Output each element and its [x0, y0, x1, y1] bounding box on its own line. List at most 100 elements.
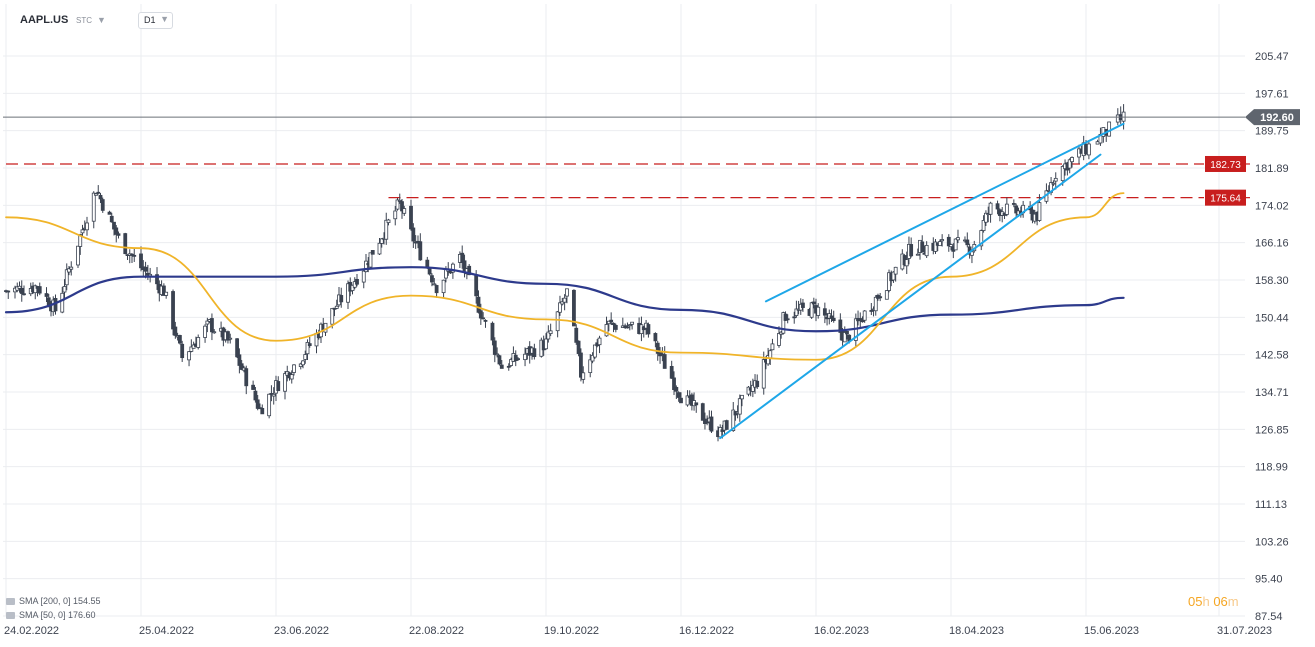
price-candles	[4, 104, 1126, 442]
candle-body	[720, 429, 725, 432]
candle-body	[292, 364, 296, 373]
candle-body	[384, 219, 389, 240]
candle-body	[560, 301, 565, 305]
candle	[685, 390, 690, 407]
candle-body	[228, 337, 233, 340]
candle	[251, 380, 256, 390]
candle	[368, 252, 373, 269]
candle-body	[869, 310, 874, 312]
candle-body	[330, 307, 335, 325]
candle	[139, 246, 143, 272]
candle-body	[792, 316, 797, 319]
candle	[822, 302, 827, 324]
candle-body	[592, 344, 597, 358]
candle	[609, 312, 614, 325]
candle	[177, 334, 182, 345]
candle	[350, 284, 355, 295]
candle	[949, 243, 953, 251]
y-tick-label: 142.58	[1255, 350, 1289, 362]
candle	[674, 385, 679, 400]
candle-body	[307, 343, 312, 346]
candle-body	[544, 338, 548, 350]
candle	[1107, 121, 1112, 137]
candle	[171, 289, 175, 336]
candle	[130, 253, 134, 264]
candle-body	[604, 324, 609, 337]
candle	[965, 232, 970, 248]
timeframe-select[interactable]: D1 ▼	[138, 12, 173, 29]
candle	[384, 212, 389, 245]
candle-body	[474, 275, 479, 297]
candle	[560, 297, 565, 306]
candle-body	[467, 265, 472, 276]
candle-body	[630, 321, 635, 325]
sma50-line	[5, 192, 1125, 361]
candle	[430, 273, 434, 287]
x-tick-label: 18.04.2023	[949, 625, 1004, 637]
candle	[676, 391, 681, 402]
candle-body	[887, 272, 891, 291]
y-axis: 205.47 197.61 189.75 181.89 174.02 166.16 158.…	[1255, 51, 1289, 623]
candle-body	[777, 333, 781, 346]
candle	[984, 210, 988, 226]
market-dropdown-icon[interactable]: ▼	[97, 15, 106, 25]
candle	[845, 330, 849, 340]
candle-body	[781, 312, 786, 334]
candle	[946, 234, 951, 252]
candle	[924, 241, 929, 259]
candle	[78, 233, 83, 255]
candle	[205, 317, 210, 333]
candle	[572, 289, 576, 327]
candle-body	[346, 283, 350, 303]
candle-body	[705, 421, 710, 424]
candle	[627, 324, 632, 331]
candle-body	[709, 416, 714, 432]
candle	[80, 224, 85, 237]
current-price-label: 192.60	[1260, 112, 1294, 124]
market-label[interactable]: STC	[76, 16, 92, 25]
candle-body	[37, 286, 42, 294]
candle	[298, 362, 303, 370]
candle-body	[339, 295, 344, 303]
candle	[339, 287, 344, 308]
candle	[91, 191, 96, 229]
candle	[370, 250, 375, 255]
candle	[509, 357, 513, 367]
candle	[276, 376, 281, 392]
candle-body	[460, 252, 465, 263]
candle-body	[255, 399, 260, 409]
indicator-sma200[interactable]: SMA [200, 0] 154.55	[6, 596, 101, 606]
trendlines[interactable]	[719, 122, 1125, 440]
candle	[544, 333, 548, 350]
candle-body	[301, 360, 305, 366]
candle-body	[80, 229, 85, 234]
candle-body	[809, 302, 814, 318]
candle-body	[334, 305, 339, 309]
candle-body	[609, 319, 614, 323]
candle	[495, 347, 500, 358]
candle	[662, 346, 667, 369]
candle-body	[731, 409, 736, 432]
symbol-label[interactable]: AAPL.US	[20, 14, 69, 26]
candle-body	[509, 359, 513, 366]
candle-body	[579, 352, 583, 378]
candle	[700, 402, 705, 421]
candle-body	[590, 354, 595, 362]
candle	[581, 366, 586, 384]
candle-body	[576, 340, 581, 354]
resistance-levels: 182.73 175.64	[6, 155, 1250, 206]
candle	[6, 290, 11, 299]
candle	[781, 311, 786, 335]
candle-body	[379, 238, 384, 244]
candle	[940, 234, 945, 247]
candle-body	[653, 333, 658, 342]
candle	[909, 237, 914, 258]
indicator-settings-icon[interactable]	[6, 612, 15, 619]
candle-body	[838, 319, 843, 333]
indicator-sma50[interactable]: SMA [50, 0] 176.60	[6, 610, 96, 620]
candle-body	[67, 268, 71, 273]
candle-body	[85, 222, 89, 231]
indicator-settings-icon[interactable]	[6, 598, 15, 605]
candle	[829, 309, 834, 323]
